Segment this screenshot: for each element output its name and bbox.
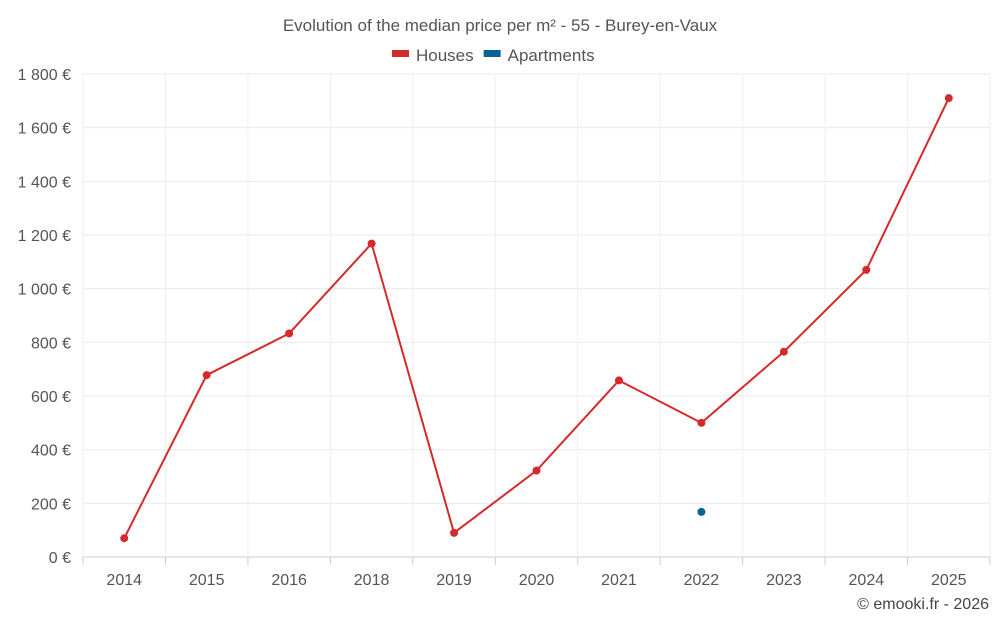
data-point-houses[interactable] (450, 528, 459, 537)
data-point-houses[interactable] (532, 466, 541, 475)
y-tick-label: 1 800 € (18, 67, 71, 84)
x-tick-label: 2016 (271, 572, 307, 589)
legend: Houses Apartments (392, 46, 595, 65)
data-point-houses[interactable] (202, 371, 211, 380)
data-point-houses[interactable] (862, 265, 871, 274)
x-tick-label: 2019 (436, 572, 472, 589)
y-tick-label: 0 € (49, 550, 71, 567)
data-point-apartments[interactable] (697, 507, 706, 516)
y-tick-label: 800 € (31, 335, 71, 352)
y-tick-label: 1 400 € (18, 174, 71, 191)
y-tick-label: 600 € (31, 389, 71, 406)
x-tick-label: 2018 (354, 572, 390, 589)
x-axis: 2014 2015 2016 2018 2019 2020 2021 2022 2023 2024… (106, 572, 966, 589)
data-point-houses[interactable] (120, 534, 129, 543)
x-tick-label: 2022 (684, 572, 720, 589)
x-tick-label: 2014 (106, 572, 142, 589)
y-tick-label: 1 200 € (18, 228, 71, 245)
data-point-houses[interactable] (367, 239, 376, 248)
data-point-houses[interactable] (944, 94, 953, 103)
legend-swatch-houses (392, 50, 409, 57)
x-tick-label: 2024 (849, 572, 885, 589)
chart-title: Evolution of the median price per m² - 5… (283, 16, 718, 35)
y-tick-label: 400 € (31, 443, 71, 460)
x-tick-label: 2020 (519, 572, 555, 589)
y-tick-label: 200 € (31, 496, 71, 513)
legend-label-apartments[interactable]: Apartments (508, 46, 595, 65)
x-tick-label: 2025 (931, 572, 967, 589)
legend-label-houses[interactable]: Houses (416, 46, 474, 65)
grid (82, 73, 991, 565)
data-point-houses[interactable] (614, 376, 623, 385)
legend-swatch-apartments (483, 50, 501, 57)
credit-text: © emooki.fr - 2026 (857, 596, 989, 613)
x-tick-label: 2023 (766, 572, 802, 589)
data-point-houses[interactable] (779, 347, 788, 356)
x-tick-label: 2021 (601, 572, 637, 589)
y-tick-label: 1 000 € (18, 282, 71, 299)
x-tick-label: 2015 (189, 572, 225, 589)
data-point-houses[interactable] (697, 418, 706, 427)
data-point-houses[interactable] (285, 329, 294, 338)
series-layer (120, 94, 953, 543)
y-axis: 0 € 200 € 400 € 600 € 800 € 1 000 € 1 200 € 1 4… (18, 67, 71, 567)
y-tick-label: 1 600 € (18, 121, 71, 138)
